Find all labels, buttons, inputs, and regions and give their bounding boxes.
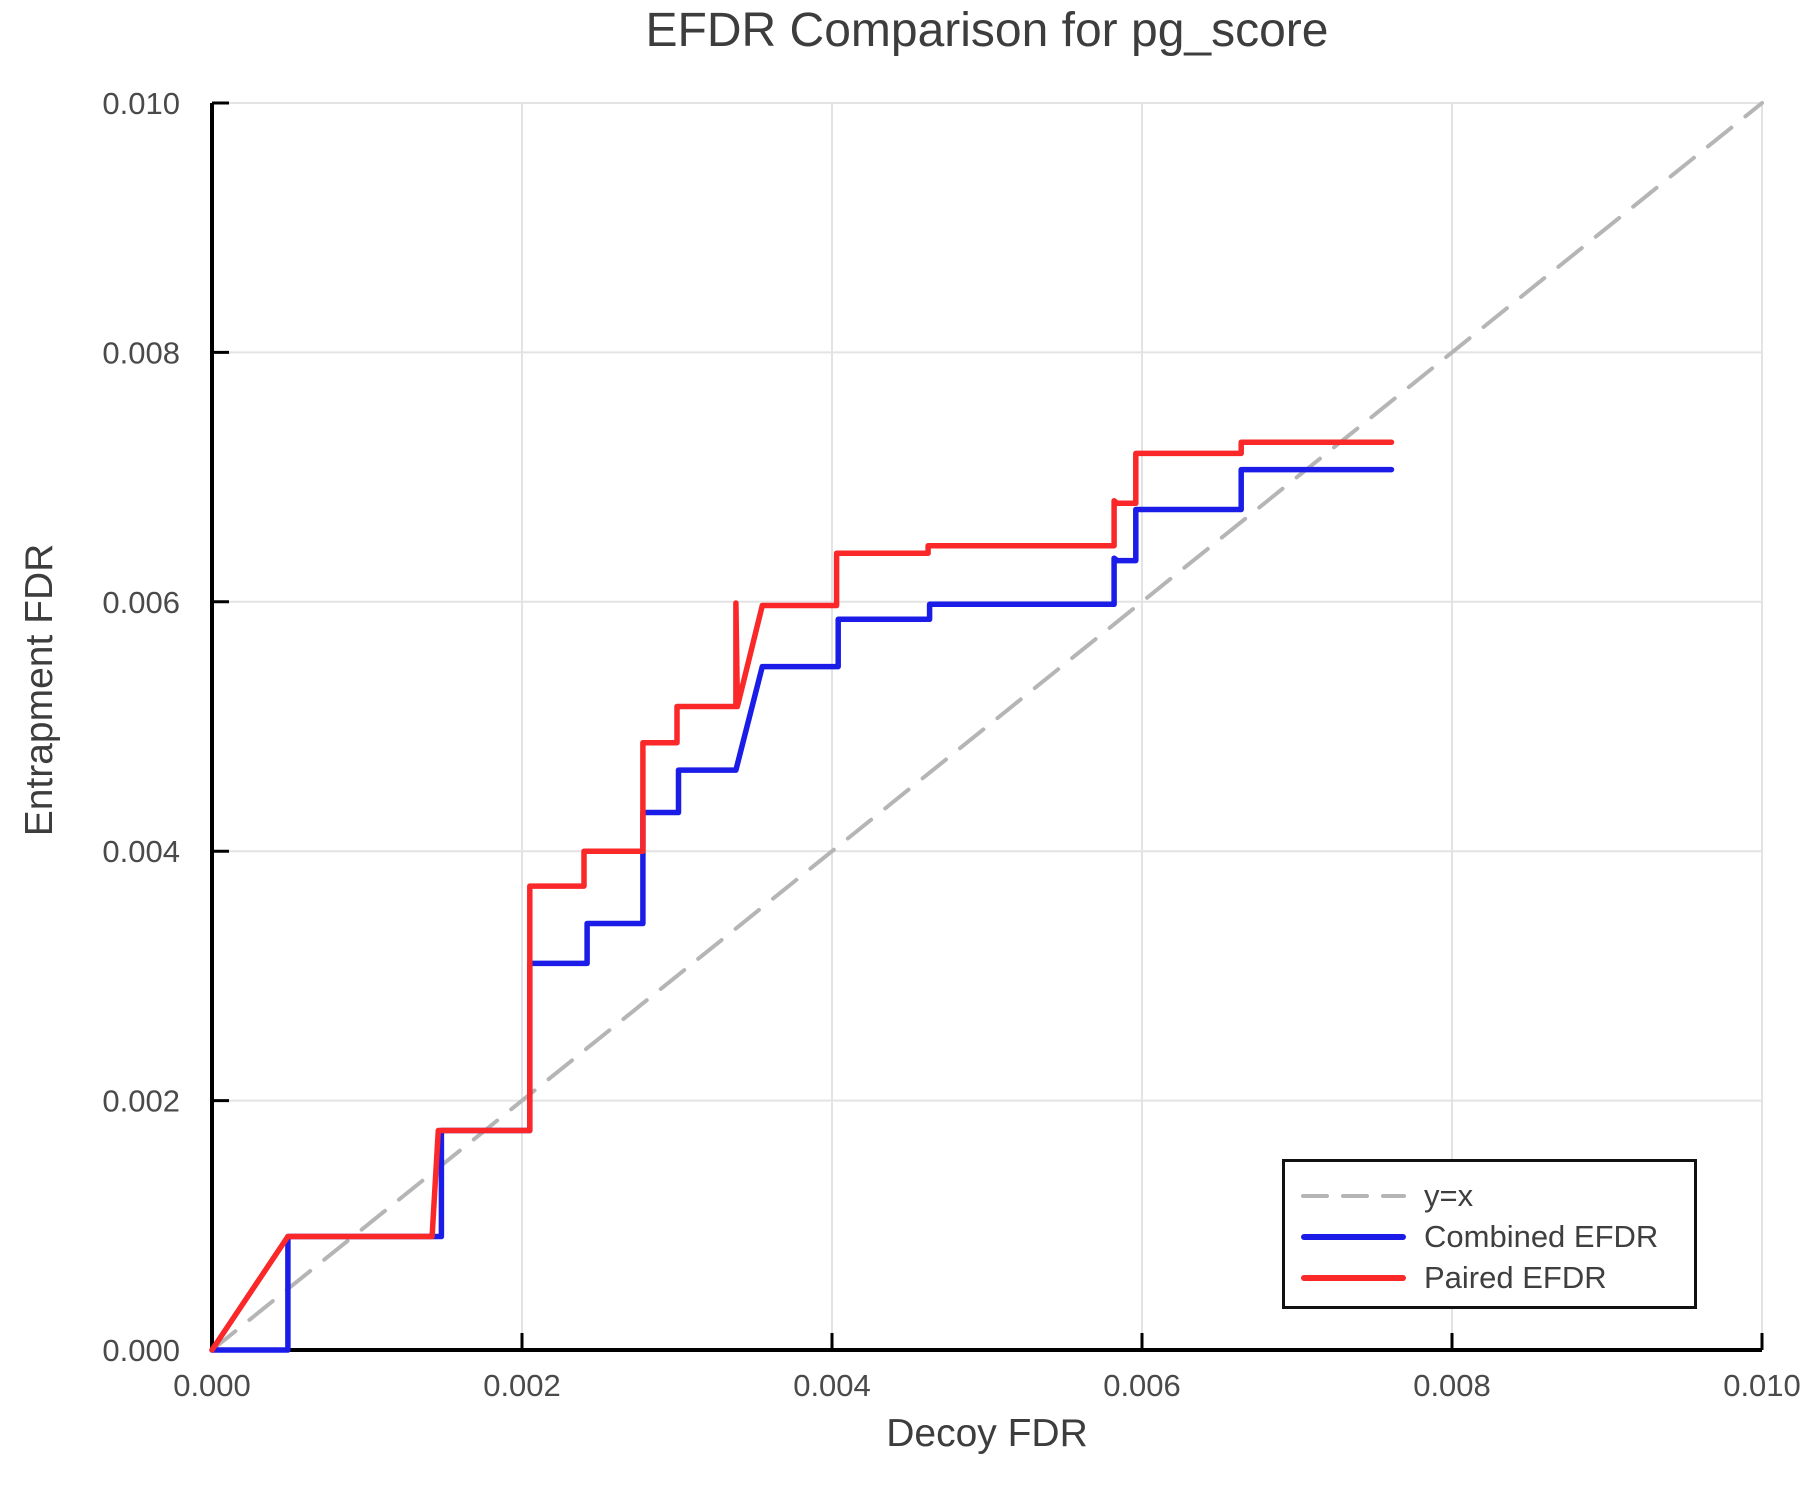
legend-label-combined-efdr: Combined EFDR	[1424, 1219, 1659, 1254]
x-tick-label: 0.008	[1413, 1368, 1491, 1403]
legend-label-paired-efdr: Paired EFDR	[1424, 1260, 1607, 1295]
x-tick-label: 0.010	[1723, 1368, 1800, 1403]
series-line-0	[210, 101, 1764, 1352]
legend-label-yx: y=x	[1424, 1178, 1474, 1213]
combined-efdr-line-sample	[1301, 1233, 1406, 1240]
x-tick-label: 0.000	[173, 1368, 251, 1403]
yx-dashed-line-sample	[1301, 1193, 1406, 1198]
paired-efdr-line-sample	[1301, 1274, 1406, 1281]
y-tick-label: 0.006	[102, 585, 180, 620]
y-tick-label: 0.000	[102, 1333, 180, 1368]
y-tick-label: 0.004	[102, 834, 180, 869]
y-tick-label: 0.008	[102, 335, 180, 370]
x-tick-label: 0.006	[1103, 1368, 1181, 1403]
x-tick-label: 0.004	[793, 1368, 871, 1403]
legend-item-yx: y=x	[1301, 1177, 1684, 1214]
x-axis-label: Decoy FDR	[886, 1412, 1088, 1455]
series-line-2	[209, 439, 1395, 1353]
legend: y=x Combined EFDR Paired EFDR	[1282, 1159, 1697, 1309]
y-tick-label: 0.010	[102, 86, 180, 121]
legend-item-combined-efdr: Combined EFDR	[1301, 1218, 1684, 1255]
legend-item-paired-efdr: Paired EFDR	[1301, 1259, 1684, 1296]
y-tick-label: 0.002	[102, 1084, 180, 1119]
x-tick-label: 0.002	[483, 1368, 561, 1403]
chart-title: EFDR Comparison for pg_score	[645, 4, 1329, 57]
